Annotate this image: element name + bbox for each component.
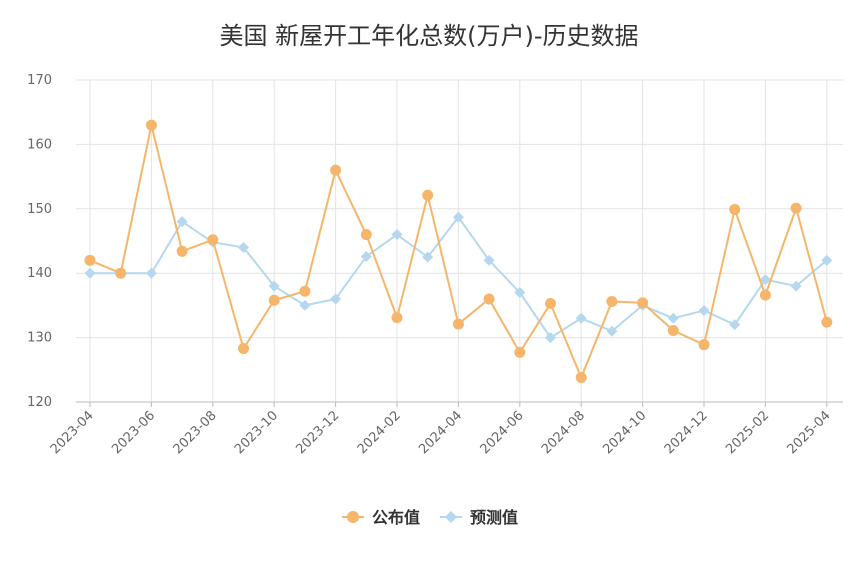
x-tick-label: 2023-10: [232, 408, 281, 457]
data-point-marker: [238, 241, 249, 253]
data-point-marker: [698, 305, 710, 317]
legend-label-1: 预测值: [470, 508, 518, 527]
data-point-marker: [360, 250, 372, 262]
data-point-marker: [667, 312, 679, 324]
data-point-marker: [667, 325, 679, 337]
data-point-marker: [790, 202, 802, 214]
data-point-marker: [545, 332, 556, 344]
data-point-marker: [422, 189, 434, 201]
data-point-marker: [759, 289, 771, 301]
data-point-marker: [391, 229, 403, 241]
legend-marker-icon: [347, 511, 359, 523]
x-tick-label: 2024-10: [600, 408, 649, 457]
data-point-marker: [575, 312, 587, 324]
data-point-marker: [422, 251, 434, 263]
data-point-marker: [299, 299, 311, 311]
data-point-marker: [330, 293, 342, 305]
data-point-marker: [84, 254, 96, 266]
data-point-marker: [299, 285, 311, 297]
x-tick-label: 2023-04: [48, 408, 97, 457]
data-point-marker: [545, 297, 556, 309]
legend-marker-icon: [445, 511, 457, 523]
data-point-marker: [176, 245, 188, 257]
x-tick-label: 2024-02: [355, 408, 404, 457]
data-point-marker: [452, 211, 464, 223]
data-point-marker: [606, 296, 618, 308]
y-tick-label: 120: [27, 395, 52, 410]
x-tick-label: 2024-12: [662, 408, 711, 457]
data-point-marker: [330, 164, 342, 176]
data-point-marker: [637, 297, 649, 309]
data-point-marker: [483, 293, 495, 305]
data-point-marker: [452, 318, 464, 330]
data-point-marker: [360, 229, 372, 241]
x-tick-label: 2023-06: [109, 408, 158, 457]
data-point-marker: [606, 325, 618, 337]
y-tick-label: 150: [27, 202, 52, 217]
x-tick-label: 2024-04: [416, 408, 465, 457]
data-point-marker: [821, 254, 833, 266]
data-point-marker: [790, 280, 802, 292]
data-point-marker: [575, 372, 587, 384]
x-tick-label: 2023-12: [293, 408, 342, 457]
y-tick-label: 130: [27, 331, 52, 346]
data-point-marker: [821, 316, 833, 328]
data-point-marker: [84, 267, 96, 279]
y-tick-label: 160: [27, 137, 52, 152]
data-point-marker: [115, 267, 127, 279]
y-tick-label: 140: [27, 266, 52, 281]
x-tick-label: 2024-06: [478, 408, 527, 457]
y-tick-label: 170: [27, 73, 52, 88]
data-point-marker: [729, 319, 741, 331]
data-point-marker: [483, 254, 495, 266]
x-tick-label: 2025-02: [723, 408, 772, 457]
data-point-marker: [176, 216, 188, 228]
data-point-marker: [145, 119, 157, 131]
legend-label-0: 公布值: [372, 508, 420, 527]
data-point-marker: [514, 287, 526, 299]
data-point-marker: [514, 346, 526, 358]
data-point-marker: [698, 339, 710, 351]
data-point-marker: [759, 274, 771, 286]
data-point-marker: [391, 312, 403, 324]
x-tick-label: 2023-08: [171, 408, 220, 457]
chart-title: 美国 新屋开工年化总数(万户)-历史数据: [219, 22, 639, 50]
data-point-marker: [729, 203, 741, 215]
data-point-marker: [268, 280, 280, 292]
data-point-marker: [145, 267, 157, 279]
data-point-marker: [207, 234, 219, 246]
x-tick-label: 2024-08: [539, 408, 588, 457]
data-point-marker: [268, 294, 280, 306]
x-tick-label: 2025-04: [785, 408, 834, 457]
data-point-marker: [238, 343, 249, 355]
